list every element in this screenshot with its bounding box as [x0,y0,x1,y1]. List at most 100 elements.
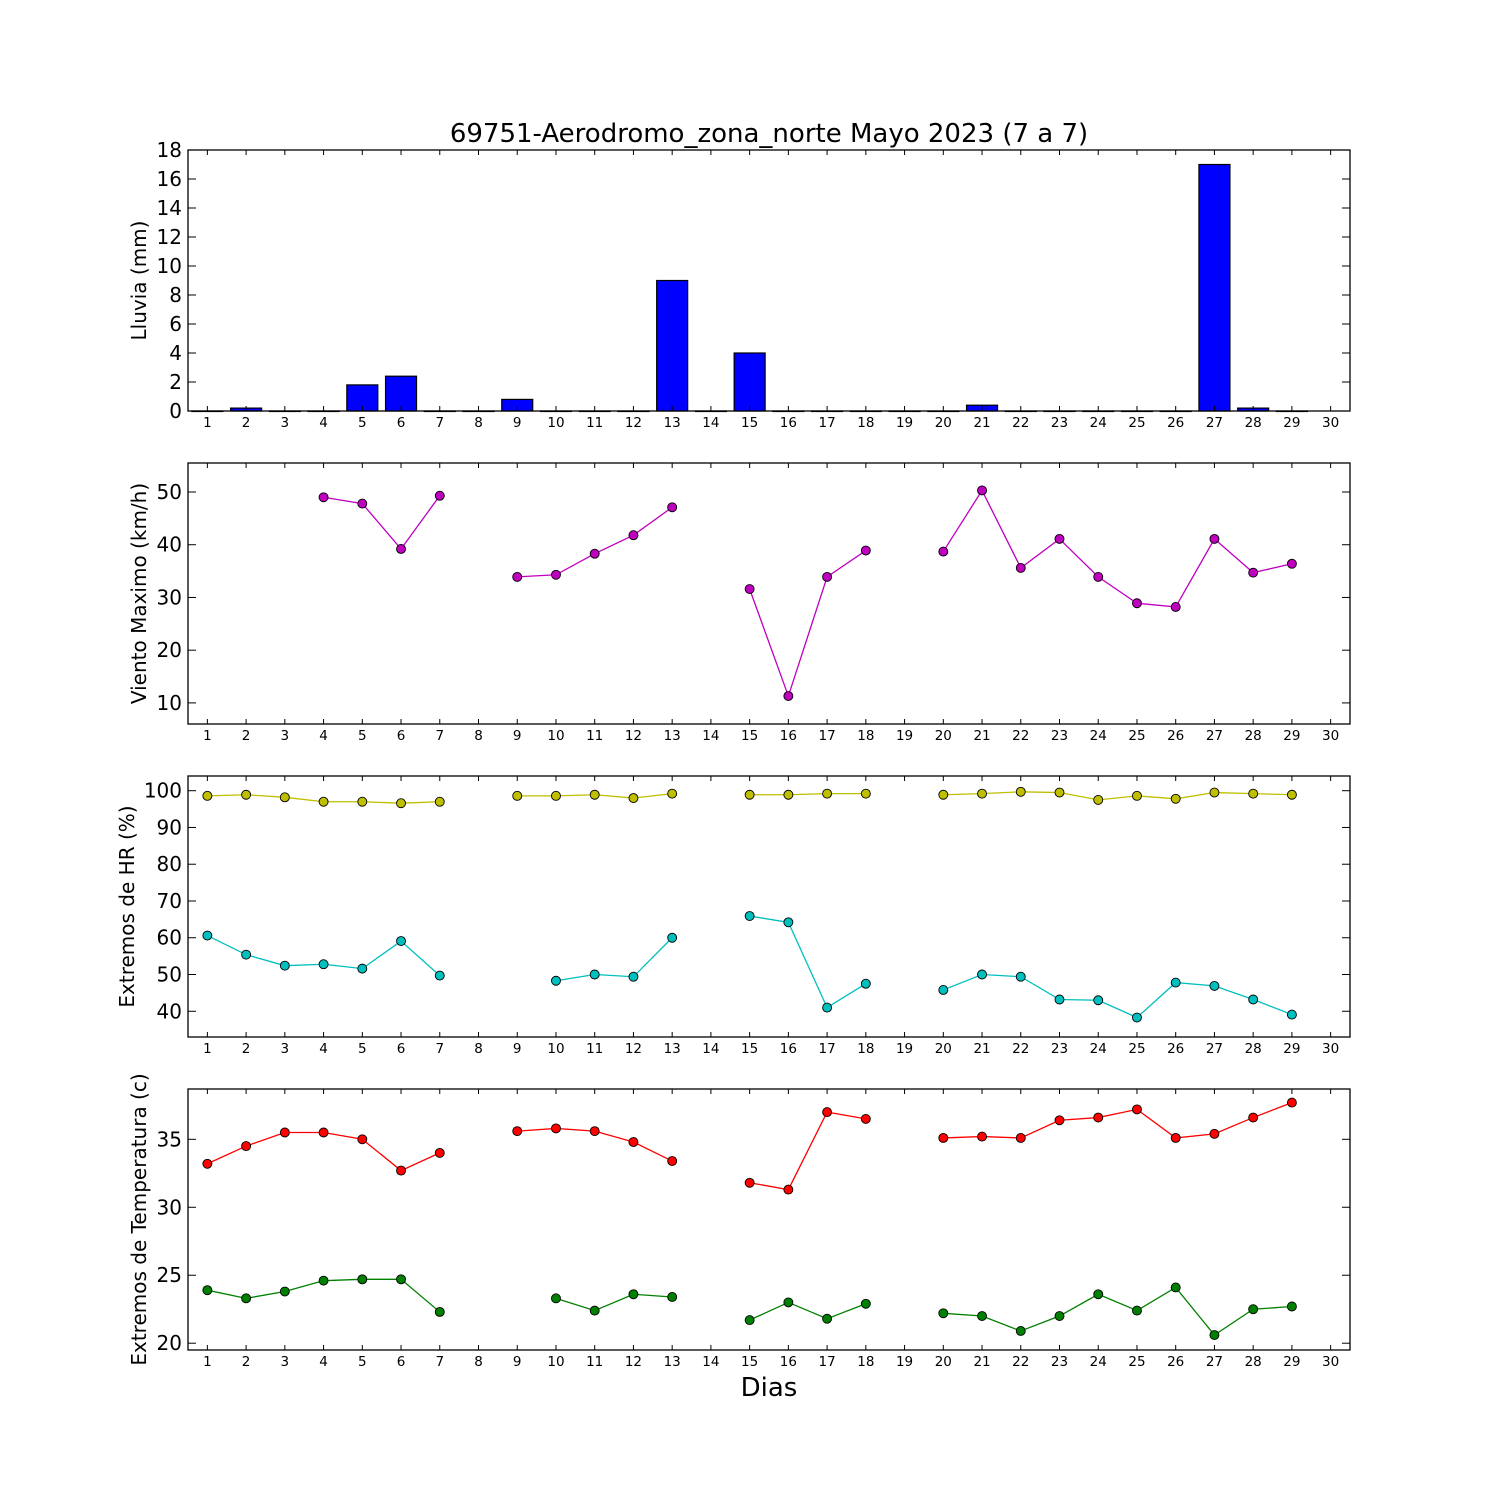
x-tick-label: 9 [513,415,522,431]
x-tick-label: 21 [973,1354,990,1370]
y-tick-label: 20 [157,638,182,662]
x-tick-label: 24 [1090,415,1107,431]
y-axis-label: Extremos de HR (%) [115,805,139,1007]
x-tick-label: 10 [547,728,564,744]
x-tick-label: 13 [664,728,681,744]
data-point-day-26 [1170,1282,1181,1293]
plot-frame [187,775,1351,1038]
x-tick-label: 6 [397,415,406,431]
x-tick-label: 16 [780,1354,797,1370]
data-point-day-7 [434,490,445,501]
x-tick-label: 17 [819,1354,836,1370]
x-tick-label: 19 [896,728,913,744]
data-point-day-1 [202,1158,213,1169]
x-tick-label: 22 [1012,728,1029,744]
x-tick-label: 6 [397,1041,406,1057]
data-point-day-22 [1015,786,1026,797]
x-tick-label: 28 [1245,1354,1262,1370]
series-line-segment [942,489,1293,608]
series-line-segment [323,495,441,550]
x-tick-label: 12 [625,728,642,744]
y-tick-label: 40 [157,999,182,1023]
x-tick-label: 21 [973,728,990,744]
data-point-day-23 [1054,1115,1065,1126]
data-point-day-6 [396,1274,406,1285]
data-point-day-15 [744,584,755,594]
data-point-day-21 [977,788,987,799]
data-point-day-22 [1015,971,1026,982]
x-tick-label: 12 [625,1041,642,1057]
x-tick-label: 7 [435,728,444,744]
data-point-day-25 [1132,598,1142,609]
x-tick-label: 22 [1012,1041,1029,1057]
y-tick-label: 20 [157,1331,182,1355]
data-point-day-21 [977,969,987,980]
x-tick-label: 30 [1322,1041,1339,1057]
x-tick-label: 8 [474,728,483,744]
x-tick-label: 15 [741,1354,758,1370]
x-tick-label: 25 [1128,1354,1145,1370]
y-axis-label: Viento Maximo (km/h) [127,483,151,704]
y-tick-label: 30 [157,585,182,609]
y-tick-label: 8 [169,283,182,307]
x-tick-label: 27 [1206,728,1223,744]
series-line-segment [943,1286,1292,1336]
x-tick-label: 4 [319,415,328,431]
y-tick-label: 6 [169,312,182,336]
x-tick-label: 29 [1283,1041,1300,1057]
x-tick-label: 22 [1012,415,1029,431]
y-tick-label: 90 [157,815,182,839]
data-point-day-18 [860,788,871,799]
plot-frame [187,149,1351,412]
x-tick-label: 25 [1128,415,1145,431]
data-point-day-17 [822,1002,833,1013]
data-point-day-22 [1015,562,1026,573]
data-point-day-21 [977,485,987,496]
y-axis-label: Lluvia (mm) [127,221,151,341]
data-point-day-28 [1248,994,1259,1005]
data-point-day-7 [434,1147,445,1158]
x-tick-label: 7 [435,415,444,431]
x-tick-label: 3 [281,1041,290,1057]
x-tick-label: 14 [702,1041,719,1057]
x-tick-label: 3 [281,415,290,431]
series-line-segment [517,506,673,578]
data-point-day-13 [667,932,678,943]
x-tick-label: 24 [1090,1354,1107,1370]
x-tick-label: 5 [358,728,367,744]
data-point-day-21 [977,1131,987,1142]
series-2 [202,911,1297,1023]
x-tick-label: 13 [664,1041,681,1057]
series-1 [318,485,1297,702]
y-tick-label: 0 [169,399,182,423]
x-tick-label: 10 [547,1041,564,1057]
data-point-day-2 [241,949,252,960]
x-tick-label: 18 [857,1041,874,1057]
y-axis-label: Extremos de Temperatura (c) [127,1073,151,1365]
data-point-day-12 [628,793,639,804]
data-point-day-24 [1093,1112,1104,1123]
data-point-day-15 [744,789,755,800]
x-tick-label: 24 [1090,1041,1107,1057]
data-point-day-25 [1132,790,1142,801]
x-tick-label: 30 [1322,1354,1339,1370]
x-tick-label: 12 [625,415,642,431]
x-tick-label: 23 [1051,415,1068,431]
x-tick-label: 26 [1167,1354,1184,1370]
data-point-day-16 [783,1297,794,1308]
data-point-day-22 [1015,1326,1026,1336]
data-point-day-6 [396,1165,406,1176]
data-point-day-10 [551,790,561,801]
x-tick-label: 4 [319,1041,328,1057]
x-tick-label: 30 [1322,415,1339,431]
data-point-day-15 [744,1177,755,1188]
bar-day-27 [1198,163,1231,412]
data-point-day-26 [1170,977,1181,988]
series-line-segment [749,792,866,796]
x-tick-label: 1 [203,728,212,744]
x-tick-label: 7 [435,1354,444,1370]
data-point-day-20 [938,546,949,557]
data-point-day-13 [667,1156,678,1166]
data-point-day-25 [1132,1305,1142,1316]
data-point-day-22 [1015,1132,1026,1143]
